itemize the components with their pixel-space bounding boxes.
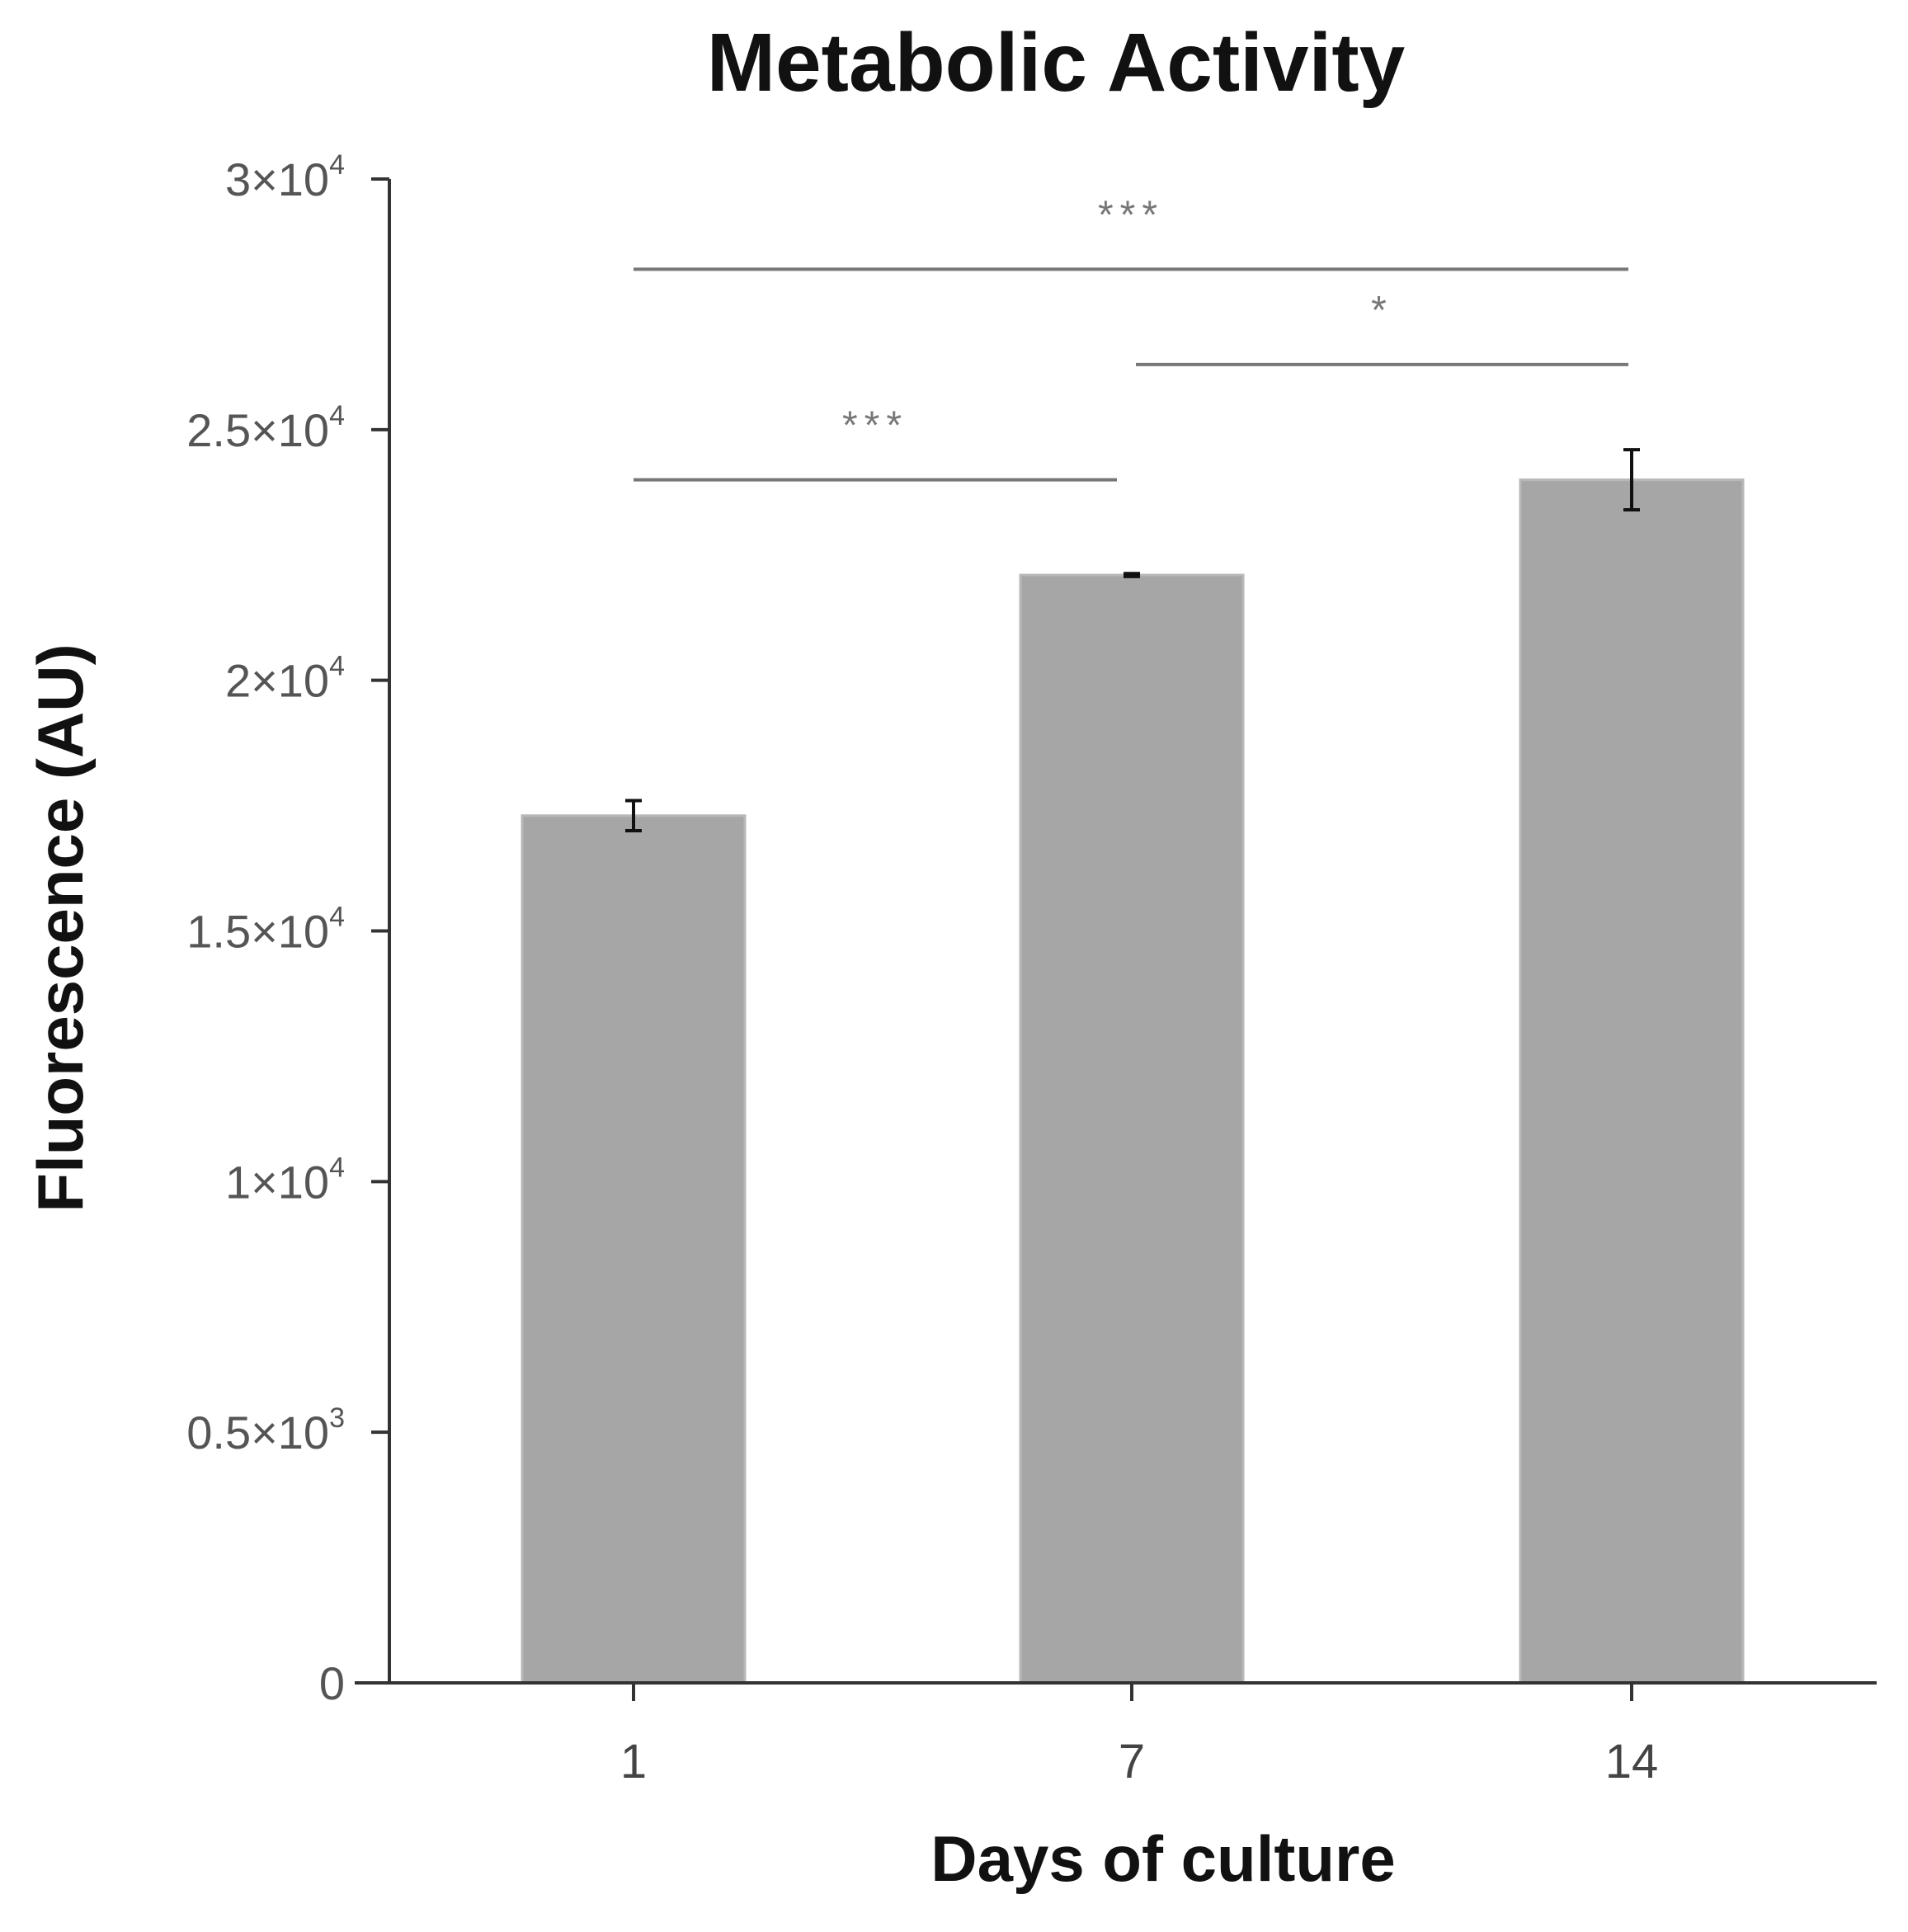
x-tick-label-7: 7 <box>1119 1735 1145 1788</box>
bar-day-1 <box>521 814 747 1685</box>
chart-marks: 0 0.5×103 1×104 1.5×104 2×104 2.5×104 3×104 1 7 1… <box>186 149 1877 1788</box>
y-tick-label-15000: 1.5×104 <box>186 902 345 958</box>
y-axis-label: Fluorescence (AU) <box>24 643 97 1212</box>
x-tick-label-1: 1 <box>620 1735 647 1788</box>
y-tick-label-20000: 2×104 <box>225 651 345 707</box>
chart-title: Metabolic Activity <box>707 16 1406 109</box>
y-tick-label-5000: 0.5×103 <box>186 1402 345 1458</box>
significance-label-1-14: *** <box>1098 193 1164 237</box>
x-axis-label: Days of culture <box>930 1822 1395 1895</box>
bar-day-14 <box>1519 478 1745 1685</box>
y-tick-label-10000: 1×104 <box>225 1152 345 1208</box>
significance-label-7-14: * <box>1371 289 1393 332</box>
bar-day-7 <box>1019 573 1245 1685</box>
x-tick-label-14: 14 <box>1605 1735 1659 1788</box>
y-tick-label-0: 0 <box>319 1657 345 1709</box>
y-tick-label-30000: 3×104 <box>225 149 345 205</box>
y-tick-label-25000: 2.5×104 <box>186 400 345 456</box>
significance-label-1-7: *** <box>842 404 908 448</box>
